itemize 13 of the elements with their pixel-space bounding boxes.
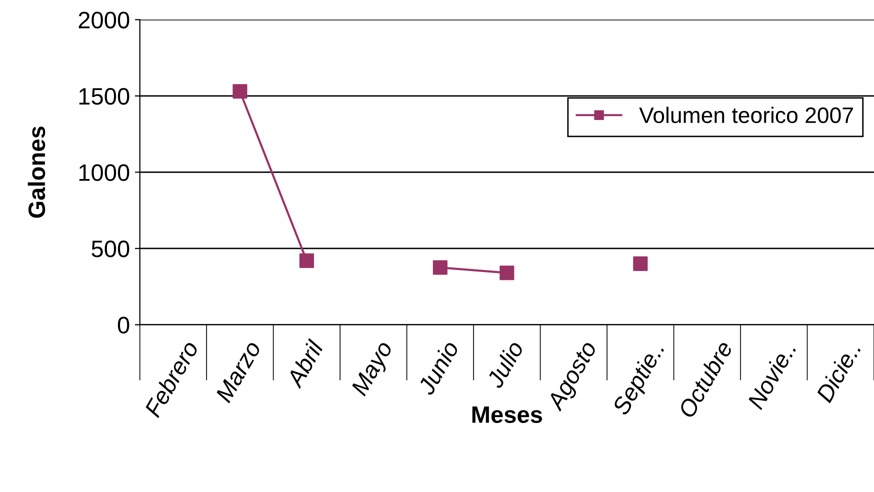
x-axis-title: Meses [472,406,542,424]
point [232,84,248,99]
legend-label: Volumen teorico 2007 [639,106,853,124]
point [299,253,314,268]
y-tick-label: 1000 [79,164,130,181]
point [432,260,448,275]
point [500,266,514,280]
y-tick-label: 0 [118,316,130,334]
point [633,256,648,271]
y-axis-title: Galones [28,126,46,218]
y-tick-label: 2000 [78,12,130,28]
y-tick-label: 500 [92,240,130,258]
y-tick-label: 1500 [79,88,130,105]
